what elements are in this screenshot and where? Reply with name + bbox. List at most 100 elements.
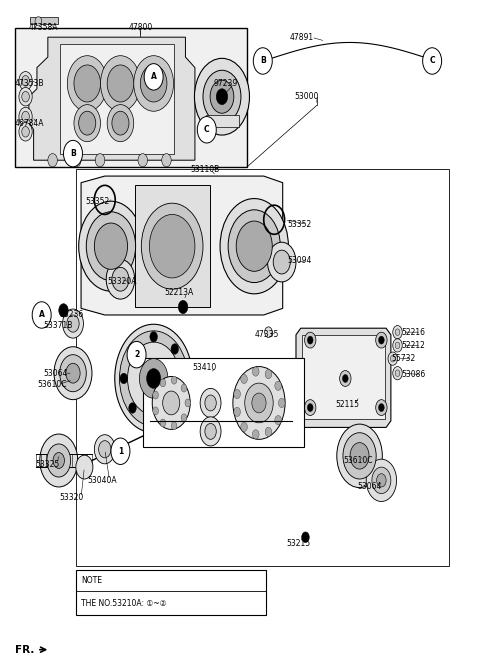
Circle shape: [377, 474, 386, 487]
Circle shape: [265, 370, 272, 379]
Circle shape: [19, 87, 32, 106]
Circle shape: [273, 250, 290, 274]
Circle shape: [307, 336, 313, 344]
Bar: [14, 28, 247, 167]
Circle shape: [67, 315, 79, 332]
Text: B: B: [70, 149, 76, 158]
Circle shape: [35, 17, 42, 26]
Circle shape: [265, 427, 272, 436]
Circle shape: [112, 267, 129, 291]
Text: 53371B: 53371B: [43, 321, 72, 330]
Text: 47353B: 47353B: [14, 79, 44, 88]
Circle shape: [340, 371, 351, 386]
Circle shape: [95, 435, 115, 464]
Circle shape: [19, 107, 32, 126]
Text: 47891: 47891: [290, 33, 314, 41]
Circle shape: [180, 374, 187, 384]
Text: THE NO.53210A: ①~②: THE NO.53210A: ①~②: [81, 599, 167, 608]
Text: A: A: [151, 72, 156, 81]
Polygon shape: [81, 176, 283, 315]
Circle shape: [220, 199, 288, 293]
Circle shape: [22, 111, 29, 122]
Text: A: A: [39, 310, 45, 319]
Circle shape: [210, 80, 234, 113]
Circle shape: [141, 203, 203, 289]
Text: 55732: 55732: [392, 354, 416, 363]
Text: 53000: 53000: [295, 92, 319, 101]
Circle shape: [120, 374, 128, 384]
Circle shape: [395, 329, 400, 336]
Polygon shape: [296, 328, 391, 428]
Circle shape: [66, 364, 80, 383]
Text: 53086: 53086: [401, 370, 426, 379]
Circle shape: [22, 75, 29, 86]
Circle shape: [171, 422, 177, 430]
Circle shape: [74, 105, 100, 141]
Circle shape: [304, 332, 316, 348]
Circle shape: [423, 48, 442, 74]
Circle shape: [200, 388, 221, 418]
Bar: [135, 185, 210, 307]
Circle shape: [96, 153, 105, 167]
Circle shape: [95, 223, 128, 269]
Bar: [301, 335, 385, 420]
Circle shape: [127, 342, 146, 368]
Circle shape: [32, 301, 51, 328]
Circle shape: [252, 430, 259, 439]
Circle shape: [63, 140, 83, 167]
Text: NOTE: NOTE: [81, 576, 102, 585]
Circle shape: [393, 367, 402, 380]
Circle shape: [62, 309, 84, 338]
Circle shape: [171, 376, 177, 384]
Text: 53352: 53352: [86, 197, 110, 205]
Text: C: C: [429, 57, 435, 65]
Text: 53064: 53064: [358, 482, 382, 492]
Circle shape: [376, 400, 387, 416]
Bar: [430, 54, 440, 63]
Circle shape: [149, 214, 195, 278]
Circle shape: [79, 201, 143, 291]
Circle shape: [100, 55, 140, 111]
Circle shape: [301, 532, 309, 542]
Circle shape: [160, 379, 166, 387]
Circle shape: [395, 342, 400, 349]
Circle shape: [390, 356, 395, 362]
Bar: [30, 17, 58, 24]
Circle shape: [152, 376, 190, 430]
Circle shape: [337, 424, 383, 488]
Circle shape: [366, 459, 396, 502]
Circle shape: [376, 332, 387, 348]
Text: 53610C: 53610C: [343, 456, 373, 465]
Text: 52213A: 52213A: [164, 288, 193, 297]
Circle shape: [134, 55, 174, 111]
Circle shape: [144, 63, 163, 90]
Circle shape: [129, 344, 136, 354]
Circle shape: [86, 212, 136, 281]
Circle shape: [146, 369, 161, 388]
Circle shape: [19, 123, 32, 141]
Circle shape: [205, 395, 216, 411]
Circle shape: [19, 71, 32, 90]
Circle shape: [67, 55, 107, 111]
Circle shape: [140, 65, 167, 102]
Bar: [143, 358, 304, 448]
Circle shape: [47, 444, 71, 477]
Text: 53094: 53094: [288, 256, 312, 265]
Text: 1: 1: [118, 447, 123, 456]
Circle shape: [139, 359, 168, 398]
Text: 52212: 52212: [401, 341, 425, 350]
Circle shape: [22, 127, 29, 137]
Circle shape: [205, 424, 216, 440]
Text: 2: 2: [134, 350, 139, 359]
Circle shape: [179, 300, 188, 313]
Circle shape: [128, 342, 180, 415]
Circle shape: [181, 414, 187, 422]
Circle shape: [379, 336, 384, 344]
Text: 97239: 97239: [214, 79, 238, 88]
Circle shape: [234, 408, 240, 416]
Circle shape: [393, 339, 402, 352]
Circle shape: [138, 153, 147, 167]
Circle shape: [252, 393, 266, 413]
Circle shape: [181, 384, 187, 392]
Bar: [206, 115, 239, 127]
